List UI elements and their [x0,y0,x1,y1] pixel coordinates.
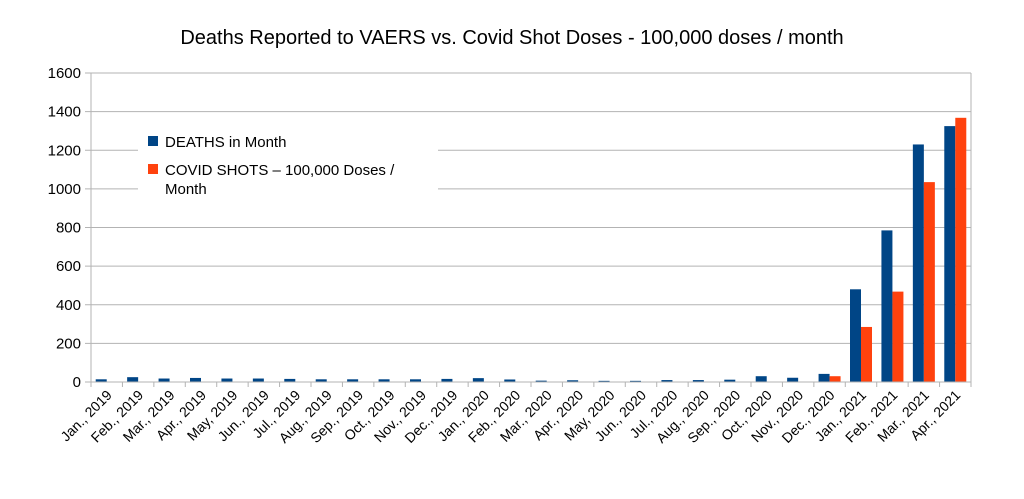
bar-deaths [378,379,390,382]
bar-deaths [787,377,799,382]
legend-label-shots-line1: COVID SHOTS – 100,000 Doses / [165,162,395,179]
legend-label-deaths: DEATHS in Month [165,134,286,151]
bar-deaths [755,376,767,382]
y-tick-label: 600 [56,258,81,275]
y-tick-label: 800 [56,220,81,237]
legend-label-shots-line2: Month [165,181,207,198]
bar-deaths [850,289,861,382]
bar-deaths [127,377,139,382]
bar-deaths [472,378,484,382]
bar-deaths [630,380,641,382]
bar-deaths [158,378,170,382]
bar-deaths [724,379,736,382]
y-tick-label: 400 [56,297,81,314]
bar-deaths [284,378,296,382]
bar-deaths [818,373,830,382]
bar-deaths [252,378,264,382]
legend-swatch-shots [148,164,158,174]
bar-deaths [692,380,704,382]
bars [95,117,967,383]
bar-deaths [598,380,610,382]
bar-deaths [535,380,547,382]
y-axis-ticks: 0 200 400 600 800 1000 1200 1400 1600 [48,65,81,391]
y-tick-label: 1000 [48,181,81,198]
y-tick-label: 1200 [48,142,81,159]
bar-covid-shots [892,291,904,382]
bar-covid-shots [861,326,872,382]
bar-deaths [221,378,233,382]
bar-deaths [504,379,516,382]
chart-title: Deaths Reported to VAERS vs. Covid Shot … [180,27,843,49]
y-tick-label: 1400 [48,104,81,121]
legend: DEATHS in Month COVID SHOTS – 100,000 Do… [138,125,438,203]
bar-deaths [661,380,673,382]
gridlines [85,72,972,383]
bar-deaths [944,126,956,382]
bar-deaths [567,380,579,382]
bar-deaths [315,379,327,382]
bar-deaths [95,379,107,382]
bar-deaths [441,378,453,382]
bar-covid-shots [829,376,841,382]
bar-deaths [190,377,201,382]
bar-covid-shots [955,117,967,383]
bar-deaths [347,379,359,382]
bar-deaths [912,144,924,382]
y-tick-label: 1600 [48,65,81,82]
legend-background [138,125,438,203]
legend-swatch-deaths [148,136,158,146]
y-tick-label: 200 [56,335,81,352]
y-tick-label: 0 [73,374,81,391]
bar-covid-shots [923,182,935,382]
bar-deaths [881,230,893,382]
bar-deaths [410,379,421,382]
